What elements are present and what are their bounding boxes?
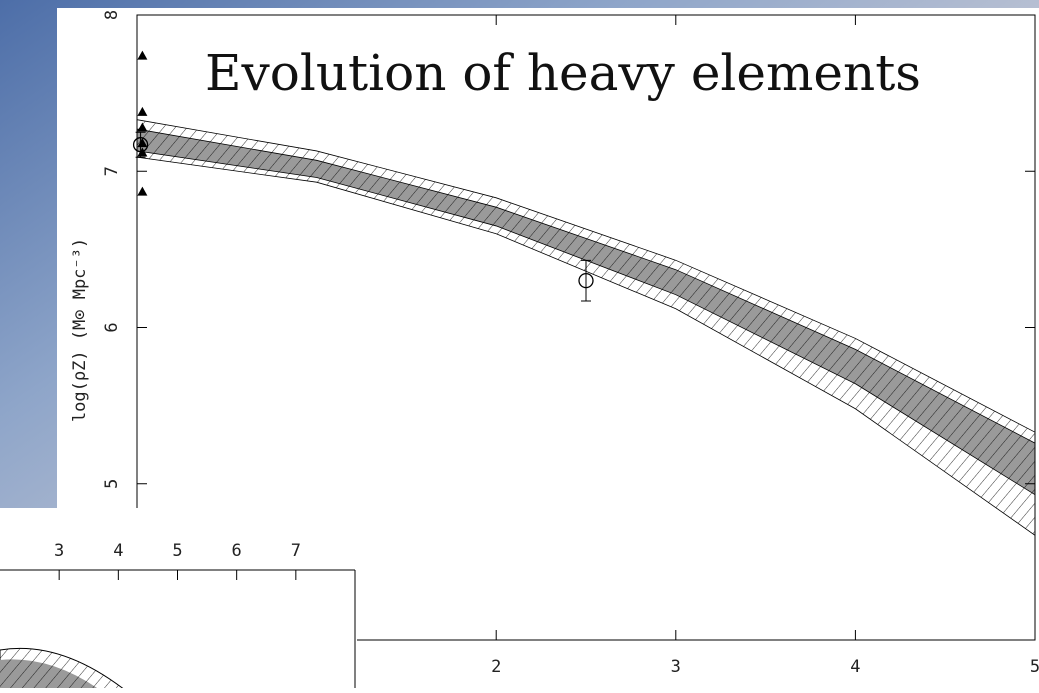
y-tick-label: 5 xyxy=(102,479,122,489)
data-point xyxy=(578,272,594,289)
inset-x-tick-label: 7 xyxy=(291,541,301,561)
inset-x-tick-label: 6 xyxy=(232,541,242,561)
inset-x-tick-label: 4 xyxy=(113,541,123,561)
lower-limit xyxy=(137,106,148,116)
lower-limit xyxy=(137,138,148,148)
inset-x-tick-label: 3 xyxy=(54,541,64,561)
slide-title: Evolution of heavy elements xyxy=(205,44,921,102)
y-axis-label: log(ρZ) (M⊙ Mpc⁻³) xyxy=(70,238,90,422)
inset-x-tick-label: 5 xyxy=(172,541,182,561)
lower-limit xyxy=(137,50,148,60)
x-tick-label: 5 xyxy=(1030,657,1039,677)
x-tick-label: 3 xyxy=(671,657,681,677)
x-tick-label: 2 xyxy=(491,657,501,677)
inset-band-inner-hatch xyxy=(0,659,100,690)
lower-limit xyxy=(137,147,148,157)
y-tick-label: 7 xyxy=(102,166,122,176)
x-tick-label: 4 xyxy=(850,657,860,677)
inset-plot: 3 4 5 6 7 xyxy=(0,508,357,691)
y-tick-label: 6 xyxy=(102,322,122,332)
y-tick-label: 8 xyxy=(102,10,122,20)
lower-limit xyxy=(137,186,148,196)
error-bar xyxy=(581,259,591,302)
lower-limit xyxy=(137,122,148,132)
